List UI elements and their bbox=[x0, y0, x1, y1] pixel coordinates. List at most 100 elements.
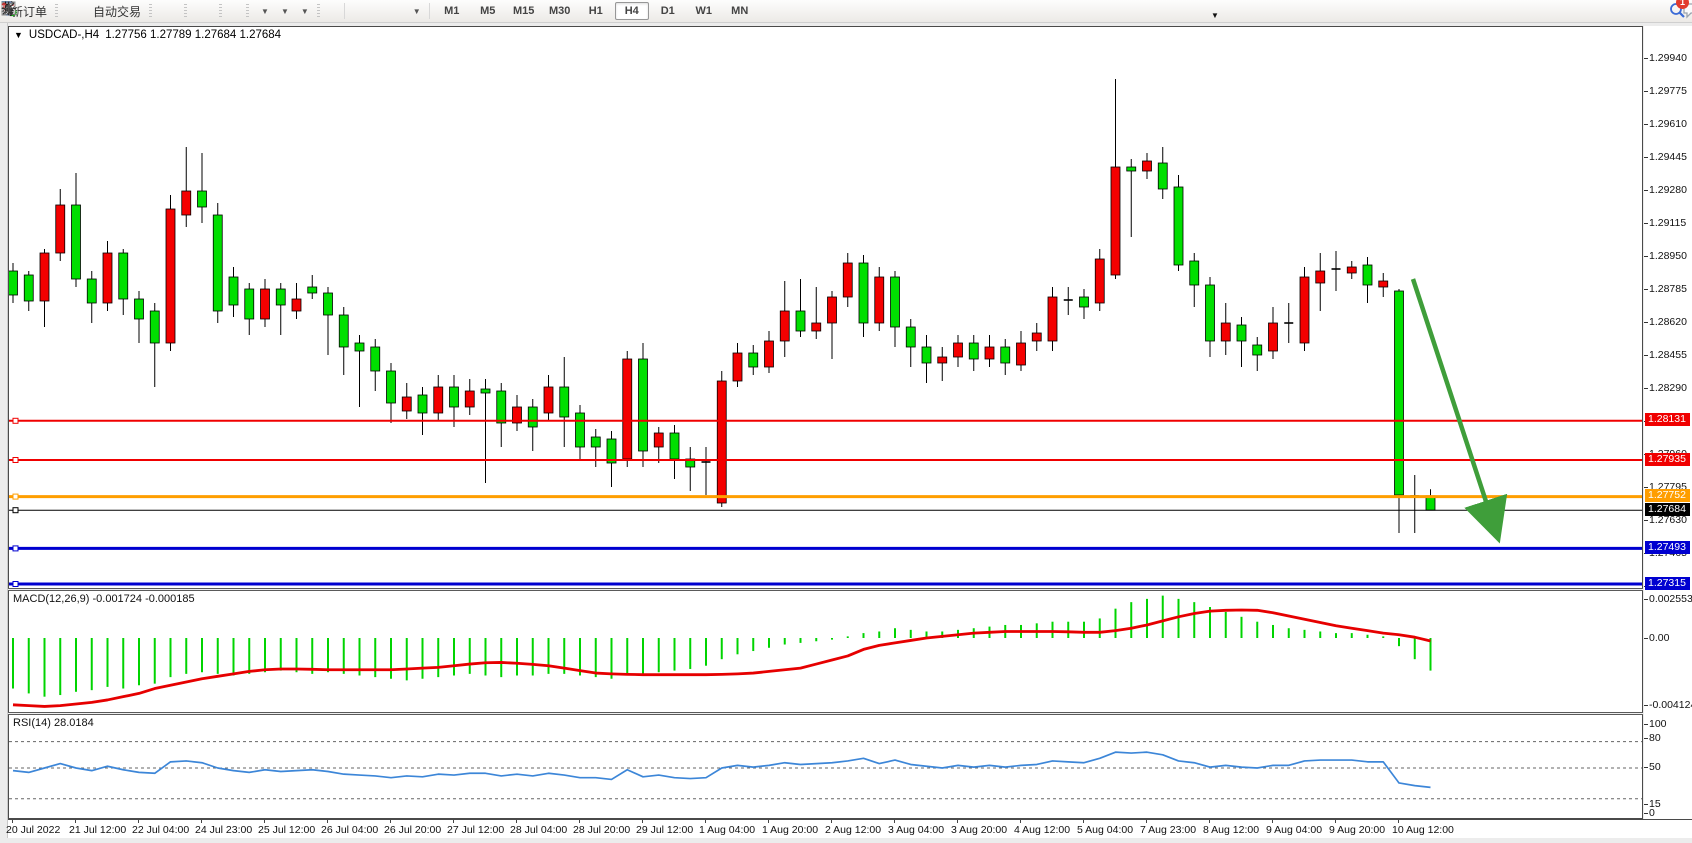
rsi-tick: 50 bbox=[1649, 761, 1661, 773]
rsi-tick: 80 bbox=[1649, 732, 1661, 744]
time-label: 25 Jul 12:00 bbox=[258, 824, 316, 836]
svg-text:E: E bbox=[10, 10, 15, 17]
price-tick: 1.28290 bbox=[1649, 382, 1687, 394]
mql-market-button[interactable] bbox=[2, 1, 70, 22]
time-axis[interactable]: 20 Jul 2022 21 Jul 12:00 22 Jul 04:00 24 Ju… bbox=[6, 819, 1692, 838]
time-label: 10 Aug 12:00 bbox=[1392, 824, 1454, 836]
chevron-down-icon: ▼ bbox=[412, 6, 421, 16]
price-line-label: 1.27315 bbox=[1645, 576, 1690, 590]
toolbar-separator bbox=[343, 3, 345, 19]
time-label: 5 Aug 04:00 bbox=[1077, 824, 1134, 836]
timeframe-M15[interactable]: M15 bbox=[513, 5, 535, 17]
time-label: 26 Jul 04:00 bbox=[321, 824, 379, 836]
community-button[interactable] bbox=[3, 1, 78, 22]
timeframe-group: M1 M5 M15 M30 H1 H4 D1 W1 MN bbox=[434, 2, 758, 20]
symbol-label: USDCAD-,H4 bbox=[28, 29, 100, 41]
macd-label: MACD(12,26,9) -0.001724 -0.000185 bbox=[13, 593, 195, 605]
time-label: 29 Jul 12:00 bbox=[636, 824, 694, 836]
time-label: 28 Jul 20:00 bbox=[573, 824, 631, 836]
zoom-in-button[interactable] bbox=[1, 1, 199, 22]
timeframe-M1[interactable]: M1 bbox=[444, 5, 460, 17]
chart-shift-button[interactable] bbox=[1, 1, 242, 22]
window-bottom-edge bbox=[0, 838, 1692, 843]
time-label: 26 Jul 20:00 bbox=[384, 824, 442, 836]
time-label: 3 Aug 04:00 bbox=[888, 824, 945, 836]
time-label: 7 Aug 23:00 bbox=[1140, 824, 1197, 836]
fibonacci-button[interactable]: F bbox=[2, 1, 389, 22]
crosshair-button[interactable] bbox=[1, 1, 340, 22]
time-label: 9 Aug 20:00 bbox=[1329, 824, 1386, 836]
bar-chart-button[interactable] bbox=[3, 1, 164, 22]
equidistant-channel-button[interactable]: E bbox=[1, 1, 381, 22]
price-tick: 1.28950 bbox=[1649, 250, 1687, 262]
arrows-button[interactable]: ▼ bbox=[1, 1, 425, 22]
templates-button[interactable]: ▼ bbox=[1, 1, 313, 22]
price-chart-pane[interactable] bbox=[8, 26, 1643, 588]
price-chart-canvas[interactable] bbox=[9, 27, 1642, 587]
price-tick: 1.29445 bbox=[1649, 151, 1687, 163]
time-label: 28 Jul 04:00 bbox=[510, 824, 568, 836]
timeframe-M5[interactable]: M5 bbox=[480, 5, 496, 17]
macd-tick: 0.002553 bbox=[1649, 593, 1692, 605]
time-label: 22 Jul 04:00 bbox=[132, 824, 190, 836]
autotrade-button[interactable]: 自动交易 bbox=[1, 1, 145, 22]
timeframe-M30[interactable]: M30 bbox=[549, 5, 571, 17]
price-tick: 1.27630 bbox=[1649, 514, 1687, 526]
vertical-line-button[interactable] bbox=[7, 1, 357, 22]
auto-scroll-button[interactable] bbox=[1, 1, 234, 22]
time-label: 8 Aug 12:00 bbox=[1203, 824, 1260, 836]
price-tick: 1.28620 bbox=[1649, 316, 1687, 328]
rsi-pane[interactable] bbox=[8, 715, 1643, 819]
timeframe-H4[interactable]: H4 bbox=[614, 2, 649, 20]
pane-splitter[interactable] bbox=[8, 588, 1643, 591]
notification-badge: 1 bbox=[1676, 0, 1689, 9]
price-tick: 1.29940 bbox=[1649, 52, 1687, 64]
chevron-down-icon: ▼ bbox=[300, 6, 309, 16]
indicators-button[interactable]: ▼ bbox=[1, 1, 273, 22]
horizontal-line-button[interactable] bbox=[2, 1, 365, 22]
text-label-button[interactable]: T bbox=[1, 1, 405, 22]
toolbar-grip bbox=[149, 3, 153, 19]
price-tick: 1.29115 bbox=[1649, 217, 1687, 229]
toolbar-grip bbox=[316, 3, 320, 19]
price-line-label: 1.27493 bbox=[1645, 540, 1690, 554]
text-button[interactable]: A bbox=[4, 1, 397, 22]
svg-text:T: T bbox=[6, 4, 12, 15]
price-line-label: 1.27684 bbox=[1645, 502, 1690, 516]
timeframe-D1[interactable]: D1 bbox=[660, 5, 675, 17]
toolbar-overflow-caret[interactable]: ▼ bbox=[1211, 11, 1219, 20]
timeframe-MN[interactable]: MN bbox=[731, 5, 749, 17]
autotrade-label: 自动交易 bbox=[93, 4, 142, 19]
rsi-tick: 100 bbox=[1649, 718, 1667, 730]
pane-splitter[interactable] bbox=[8, 712, 1643, 715]
macd-pane[interactable] bbox=[8, 591, 1643, 712]
toolbar-grip bbox=[184, 3, 188, 19]
periods-button[interactable]: ▼ bbox=[1, 1, 293, 22]
timeframe-W1[interactable]: W1 bbox=[695, 5, 712, 17]
price-tick: 1.29280 bbox=[1649, 184, 1687, 196]
candlestick-chart-button[interactable] bbox=[2, 1, 172, 22]
toolbar: 新订单 自动交易 ▼ ▼ ▼ E F A T ▼ bbox=[0, 0, 1692, 23]
macd-canvas[interactable] bbox=[9, 591, 1642, 712]
symbol-caret-icon[interactable]: ▼ bbox=[14, 30, 23, 40]
line-chart-button[interactable] bbox=[1, 1, 180, 22]
time-label: 27 Jul 12:00 bbox=[447, 824, 505, 836]
rsi-tick: 15 bbox=[1649, 798, 1661, 810]
trendline-button[interactable] bbox=[2, 1, 373, 22]
price-axis[interactable]: 1.29940 1.29775 1.29610 1.29445 1.29280 1.291… bbox=[1644, 26, 1692, 820]
time-label: 4 Aug 12:00 bbox=[1014, 824, 1071, 836]
timeframe-H1[interactable]: H1 bbox=[588, 5, 603, 17]
symbol-ohlc: 1.27756 1.27789 1.27684 1.27684 bbox=[105, 29, 282, 41]
svg-text:F: F bbox=[10, 11, 14, 17]
cursor-button[interactable] bbox=[5, 1, 332, 22]
zoom-out-button[interactable] bbox=[1, 1, 207, 22]
symbol-row: ▼ USDCAD-,H4 1.27756 1.27789 1.27684 1.2… bbox=[14, 29, 281, 41]
svg-text:A: A bbox=[4, 1, 14, 16]
time-label: 24 Jul 23:00 bbox=[195, 824, 253, 836]
tile-windows-button[interactable] bbox=[1, 1, 215, 22]
price-line-label: 1.27935 bbox=[1645, 452, 1690, 466]
rsi-canvas[interactable] bbox=[9, 715, 1642, 819]
signals-button[interactable] bbox=[3, 1, 86, 22]
time-label: 2 Aug 12:00 bbox=[825, 824, 882, 836]
